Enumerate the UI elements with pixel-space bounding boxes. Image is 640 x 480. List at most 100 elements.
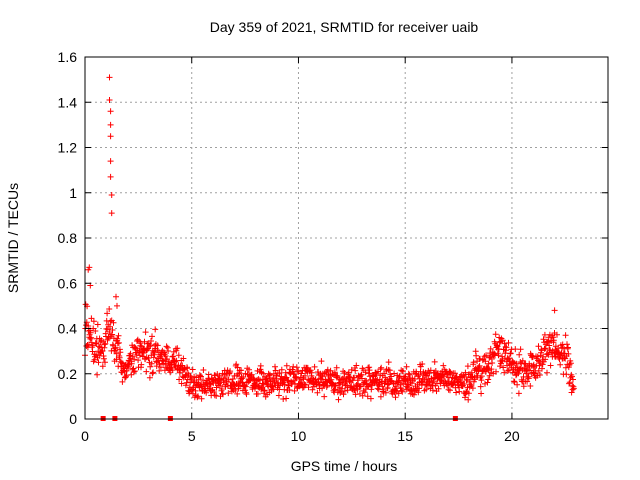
y-axis-label: SRMTID / TECUs — [5, 183, 21, 293]
data-point — [88, 334, 95, 341]
data-point — [87, 329, 94, 336]
data-point — [137, 340, 144, 347]
data-point — [478, 373, 485, 380]
data-point — [331, 386, 338, 393]
data-point — [547, 362, 554, 369]
data-points — [82, 74, 577, 421]
data-point — [497, 363, 503, 370]
data-point — [544, 339, 551, 346]
x-tick-label: 0 — [81, 428, 89, 444]
data-point — [149, 370, 156, 377]
data-point — [494, 343, 501, 350]
data-point — [485, 376, 492, 383]
data-point — [351, 374, 358, 381]
data-point — [563, 371, 570, 378]
data-point — [504, 368, 511, 374]
data-point — [465, 396, 472, 403]
y-tick-label: 1.4 — [58, 94, 78, 110]
data-point — [151, 351, 158, 358]
data-point — [301, 381, 308, 388]
data-point — [101, 341, 108, 348]
data-point — [367, 395, 374, 402]
data-point — [135, 357, 142, 364]
data-point — [499, 337, 506, 344]
data-point — [539, 365, 545, 372]
data-point — [106, 306, 113, 312]
data-point — [510, 359, 517, 366]
data-point — [469, 385, 476, 392]
chart-title: Day 359 of 2021, SRMTID for receiver uai… — [210, 19, 479, 35]
data-point — [354, 386, 361, 393]
data-point — [107, 173, 114, 180]
data-point — [220, 391, 226, 398]
data-point — [335, 396, 342, 403]
data-point — [348, 366, 355, 373]
data-point — [130, 369, 137, 375]
data-point — [484, 364, 491, 370]
data-point — [333, 364, 340, 371]
data-point — [302, 372, 308, 379]
data-point — [377, 366, 384, 373]
y-tick-label: 0.6 — [58, 275, 78, 291]
data-point — [362, 369, 369, 376]
x-tick-label: 10 — [291, 428, 307, 444]
data-point — [493, 368, 499, 375]
data-point — [465, 390, 472, 397]
data-point — [483, 352, 490, 359]
y-tick-label: 1 — [69, 185, 77, 201]
data-point — [295, 369, 302, 375]
data-point — [225, 376, 232, 383]
data-point — [283, 362, 290, 369]
data-point — [156, 367, 163, 374]
data-point — [129, 353, 136, 360]
data-point — [173, 347, 180, 354]
data-point — [283, 395, 290, 402]
data-point — [405, 370, 412, 377]
data-point — [476, 362, 483, 369]
data-point — [405, 382, 412, 389]
data-point — [512, 346, 519, 353]
data-point — [419, 361, 426, 367]
data-point — [150, 354, 157, 361]
data-point — [382, 389, 389, 396]
data-point — [340, 391, 347, 398]
data-point — [174, 345, 181, 352]
data-point — [415, 389, 422, 396]
data-point — [431, 358, 438, 365]
data-point — [417, 363, 424, 370]
data-point — [146, 343, 153, 350]
data-point — [366, 367, 373, 374]
data-point — [107, 108, 114, 115]
data-point — [520, 383, 527, 390]
data-point — [488, 366, 495, 373]
data-point — [461, 381, 468, 387]
x-tick-label: 15 — [397, 428, 413, 444]
data-point — [398, 387, 405, 394]
data-point — [441, 373, 447, 380]
y-tick-label: 0.8 — [58, 230, 78, 246]
data-point — [238, 367, 245, 374]
data-point — [267, 371, 273, 378]
data-point — [163, 343, 170, 350]
data-point — [501, 369, 508, 376]
data-point — [385, 381, 391, 388]
data-point — [435, 385, 442, 392]
data-point — [142, 329, 149, 336]
data-point — [516, 351, 523, 358]
data-point — [234, 390, 241, 397]
data-point — [477, 383, 484, 390]
data-point — [107, 121, 114, 128]
data-point — [377, 393, 384, 400]
data-point — [314, 389, 321, 396]
data-point — [406, 371, 413, 378]
data-point — [266, 372, 272, 379]
data-point — [118, 359, 125, 366]
data-point — [557, 361, 564, 368]
data-point — [374, 385, 381, 392]
data-point — [569, 386, 576, 393]
data-point — [400, 368, 406, 374]
data-point — [115, 339, 122, 346]
data-point — [536, 372, 543, 378]
data-point — [272, 363, 278, 370]
